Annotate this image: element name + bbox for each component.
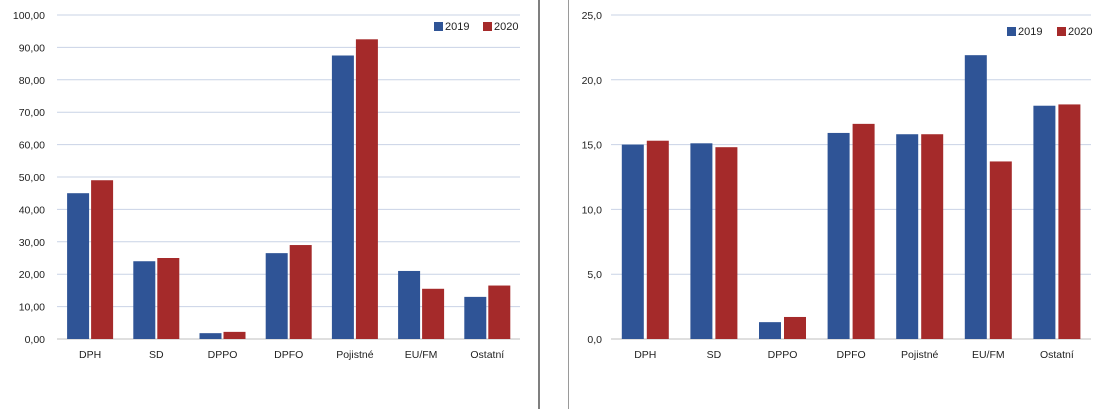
- bar-2020-DPPO: [784, 316, 806, 339]
- x-tick-label: Ostatní: [1040, 349, 1074, 361]
- x-tick-label: DPPO: [768, 349, 798, 361]
- x-tick-label: DPFO: [274, 349, 303, 361]
- bar-2019-Pojistné: [331, 55, 354, 339]
- y-tick-label: 0,00: [25, 334, 46, 346]
- legend-swatch-2019: [1007, 27, 1016, 36]
- x-tick-label: DPFO: [837, 349, 866, 361]
- bar-2019-DPFO: [265, 253, 288, 339]
- x-tick-label: SD: [707, 349, 722, 361]
- legend-swatch-2020: [483, 22, 492, 31]
- bar-2019-SD: [133, 261, 156, 339]
- bar-2020-DPPO: [223, 331, 246, 339]
- bar-2020-Ostatní: [488, 285, 511, 339]
- bar-2020-DPH: [646, 140, 669, 339]
- right-chart-panel: 0,0 5,0 10,0 15,0 20,0 25,0 DPH SD DPPO DPFO Pojis…: [570, 0, 1108, 409]
- x-tick-label: Pojistné: [336, 349, 374, 361]
- bar-2019-DPH: [67, 193, 90, 339]
- bar-2019-EU/FM: [964, 55, 987, 340]
- y-tick-label: 90,00: [19, 42, 45, 54]
- y-tick-label: 30,00: [19, 237, 45, 249]
- x-tick-label: EU/FM: [405, 349, 438, 361]
- panel-gutter: [540, 0, 568, 409]
- bar-2020-DPFO: [289, 245, 312, 339]
- bar-2020-DPH: [91, 180, 114, 339]
- bar-2020-EU/FM: [989, 161, 1012, 339]
- y-tick-label: 10,0: [582, 204, 603, 216]
- y-tick-label: 50,00: [19, 172, 45, 184]
- legend-swatch-2019: [434, 22, 443, 31]
- y-tick-label: 5,0: [587, 269, 602, 281]
- bar-2020-Pojistné: [921, 134, 944, 339]
- legend-label-2020: 2020: [1068, 26, 1092, 38]
- legend-label-2019: 2019: [445, 21, 469, 33]
- y-tick-label: 80,00: [19, 75, 45, 87]
- bar-2019-Pojistné: [896, 134, 919, 339]
- left-bar-chart: 0,00 10,00 20,00 30,00 40,00 50,00 60,00 70,00 8…: [13, 10, 520, 361]
- y-tick-label: 20,00: [19, 269, 45, 281]
- x-tick-label: DPPO: [208, 349, 238, 361]
- y-tick-label: 0,0: [587, 334, 602, 346]
- bar-2019-Ostatní: [1033, 105, 1056, 339]
- x-tick-label: SD: [149, 349, 164, 361]
- x-tick-label: DPH: [634, 349, 656, 361]
- bar-2020-SD: [715, 147, 738, 339]
- y-tick-label: 25,0: [582, 10, 603, 22]
- bar-2019-DPPO: [199, 333, 222, 339]
- x-tick-label: Pojistné: [901, 349, 939, 361]
- left-chart-panel: 0,00 10,00 20,00 30,00 40,00 50,00 60,00 70,00 8…: [0, 0, 538, 409]
- bar-2019-DPH: [621, 144, 644, 339]
- bar-2020-Pojistné: [355, 39, 378, 340]
- panel-divider-right: [568, 0, 569, 409]
- x-tick-label: DPH: [79, 349, 101, 361]
- legend-label-2020: 2020: [494, 21, 518, 33]
- bar-2020-DPFO: [852, 123, 875, 339]
- y-tick-label: 15,0: [582, 140, 603, 152]
- legend-label-2019: 2019: [1018, 26, 1042, 38]
- right-bar-chart: 0,0 5,0 10,0 15,0 20,0 25,0 DPH SD DPPO DPFO Pojis…: [582, 10, 1093, 361]
- y-tick-label: 10,00: [19, 302, 45, 314]
- bar-2020-SD: [157, 258, 180, 339]
- y-tick-label: 40,00: [19, 204, 45, 216]
- x-tick-label: EU/FM: [972, 349, 1005, 361]
- bar-2020-EU/FM: [422, 288, 445, 339]
- bar-2019-Ostatní: [464, 296, 487, 339]
- x-tick-label: Ostatní: [470, 349, 504, 361]
- y-tick-label: 20,0: [582, 75, 603, 87]
- y-tick-label: 60,00: [19, 140, 45, 152]
- bar-2019-EU/FM: [398, 270, 421, 339]
- y-tick-label: 70,00: [19, 107, 45, 119]
- bar-2019-SD: [690, 143, 713, 339]
- panel-divider-left: [538, 0, 540, 409]
- bar-2019-DPPO: [759, 322, 781, 339]
- legend-swatch-2020: [1057, 27, 1066, 36]
- bar-2020-Ostatní: [1058, 104, 1081, 339]
- bar-2019-DPFO: [827, 132, 850, 339]
- y-tick-label: 100,00: [13, 10, 45, 22]
